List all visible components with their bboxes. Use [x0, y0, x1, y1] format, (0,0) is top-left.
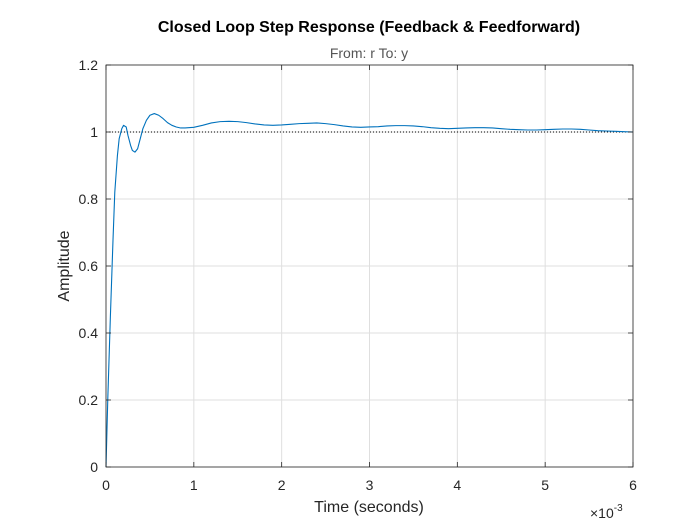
- series-line: [105, 113, 634, 468]
- y-tick-label: 0.4: [79, 325, 99, 341]
- x-exponent-power: -3: [614, 503, 623, 514]
- y-tick-label: 0.2: [79, 392, 99, 408]
- x-tick-labels: 0 1 2 3 4 5 6: [102, 477, 637, 493]
- tick-marks: [105, 64, 634, 468]
- chart-subtitle: From: r To: y: [330, 45, 408, 61]
- x-tick-label: 5: [541, 477, 549, 493]
- y-tick-label: 0: [90, 459, 98, 475]
- x-axis-exponent: ×10-3: [590, 503, 623, 521]
- x-tick-label: 1: [190, 477, 198, 493]
- y-axis-label: Amplitude: [56, 230, 73, 301]
- x-tick-label: 0: [102, 477, 110, 493]
- y-tick-label: 1: [90, 124, 98, 140]
- x-tick-label: 4: [453, 477, 461, 493]
- x-tick-label: 3: [366, 477, 374, 493]
- x-exponent-base: ×10: [590, 505, 614, 521]
- x-tick-label: 2: [278, 477, 286, 493]
- series-group: [105, 113, 634, 468]
- y-tick-labels: 0 0.2 0.4 0.6 0.8 1 1.2: [79, 57, 99, 475]
- y-tick-label: 1.2: [79, 57, 99, 73]
- x-axis-label: Time (seconds): [314, 499, 424, 516]
- chart-title: Closed Loop Step Response (Feedback & Fe…: [158, 19, 580, 36]
- y-tick-label: 0.6: [79, 258, 99, 274]
- y-tick-label: 0.8: [79, 191, 99, 207]
- x-tick-label: 6: [629, 477, 637, 493]
